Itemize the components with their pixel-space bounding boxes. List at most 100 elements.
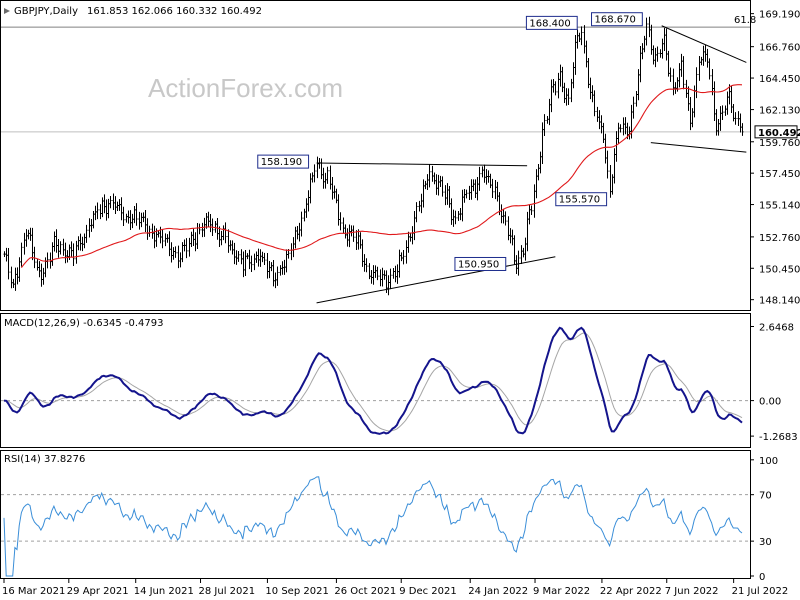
candle-51 [114, 196, 117, 214]
candle-333 [726, 91, 729, 115]
candle-114 [250, 255, 253, 272]
candle-99 [218, 226, 221, 248]
candle-86 [190, 231, 193, 248]
candle-36 [81, 236, 84, 252]
candle-209 [457, 211, 460, 221]
candle-77 [170, 242, 173, 263]
candle-54 [120, 197, 123, 221]
candle-26 [59, 241, 62, 255]
rsi-line [3, 476, 743, 577]
candle-283 [617, 122, 620, 144]
candle-219 [478, 166, 481, 191]
candle-233 [509, 228, 512, 244]
candle-206 [450, 198, 453, 225]
candle-6 [16, 267, 19, 285]
candle-284 [619, 124, 622, 133]
candle-245 [535, 169, 538, 199]
candle-75 [166, 234, 169, 243]
candle-286 [624, 117, 627, 135]
candle-335 [730, 85, 733, 114]
candle-296 [645, 17, 648, 46]
candle-178 [389, 268, 392, 290]
price-panel-frame [0, 0, 751, 311]
candle-267 [583, 25, 586, 54]
candle-84 [185, 238, 188, 259]
candle-311 [678, 63, 681, 88]
price-tick-label-8: 150.450 [759, 264, 800, 275]
candle-302 [659, 49, 662, 58]
candle-141 [309, 173, 312, 204]
candle-134 [294, 226, 297, 249]
candle-17 [40, 263, 43, 287]
candle-186 [407, 231, 410, 253]
svg-text:150.950: 150.950 [458, 259, 499, 270]
x-tick-label-8: 9 Mar 2022 [533, 586, 590, 597]
candle-129 [283, 259, 286, 275]
candle-160 [350, 225, 353, 237]
candle-80 [177, 245, 180, 269]
candle-127 [279, 265, 282, 276]
candle-35 [79, 233, 82, 251]
candle-13 [31, 227, 34, 261]
candle-172 [376, 266, 379, 281]
candle-276 [602, 122, 605, 144]
candle-299 [652, 45, 655, 65]
swing-label-3: 155.570 [555, 192, 608, 207]
candle-241 [526, 211, 529, 252]
candle-334 [728, 84, 731, 105]
price-tick-label-5: 157.450 [759, 169, 800, 180]
swing-label-1: 168.670 [591, 12, 643, 27]
candle-237 [517, 250, 520, 276]
x-tick-label-1: 29 Apr 2021 [67, 586, 129, 597]
candle-128 [281, 261, 284, 275]
price-tick-label-2: 164.450 [759, 74, 800, 85]
candle-23 [53, 231, 56, 252]
candle-37 [83, 233, 86, 249]
candle-79 [174, 246, 177, 258]
candle-270 [589, 77, 592, 100]
candle-126 [276, 266, 279, 286]
candle-321 [700, 56, 703, 66]
candle-328 [715, 109, 718, 136]
candle-260 [567, 88, 570, 105]
candle-305 [665, 28, 668, 61]
candle-150 [329, 165, 332, 190]
candle-259 [565, 88, 568, 106]
candle-40 [90, 218, 93, 232]
candle-325 [708, 58, 711, 80]
candle-194 [424, 180, 427, 190]
candle-208 [454, 210, 457, 225]
candle-138 [303, 208, 306, 222]
candle-301 [656, 46, 659, 62]
candle-258 [563, 82, 566, 104]
candle-227 [496, 181, 499, 202]
candle-306 [667, 50, 670, 77]
trendline-1 [316, 256, 556, 304]
price-tick-label-1: 166.760 [759, 43, 800, 54]
candle-323 [704, 44, 707, 62]
candle-273 [596, 106, 599, 122]
candle-295 [643, 35, 646, 53]
candle-313 [682, 56, 685, 90]
candle-290 [632, 96, 635, 119]
candle-329 [717, 118, 720, 136]
macd-lines [3, 326, 743, 435]
candle-308 [672, 68, 675, 96]
candle-154 [337, 194, 340, 226]
x-tick-label-7: 24 Jan 2022 [468, 586, 528, 597]
candle-47 [105, 199, 108, 221]
candle-324 [706, 48, 709, 68]
candle-48 [107, 198, 110, 219]
candle-269 [587, 58, 590, 89]
candle-113 [248, 249, 251, 270]
candle-297 [648, 16, 651, 38]
rsi-title: RSI(14) 37.8276 [4, 454, 85, 465]
macd-signal-line [4, 332, 743, 432]
candle-183 [400, 252, 403, 262]
candle-158 [346, 228, 349, 247]
rsi-series-line [3, 476, 743, 577]
candle-332 [724, 105, 727, 116]
candle-130 [285, 249, 288, 273]
candle-247 [539, 151, 542, 174]
